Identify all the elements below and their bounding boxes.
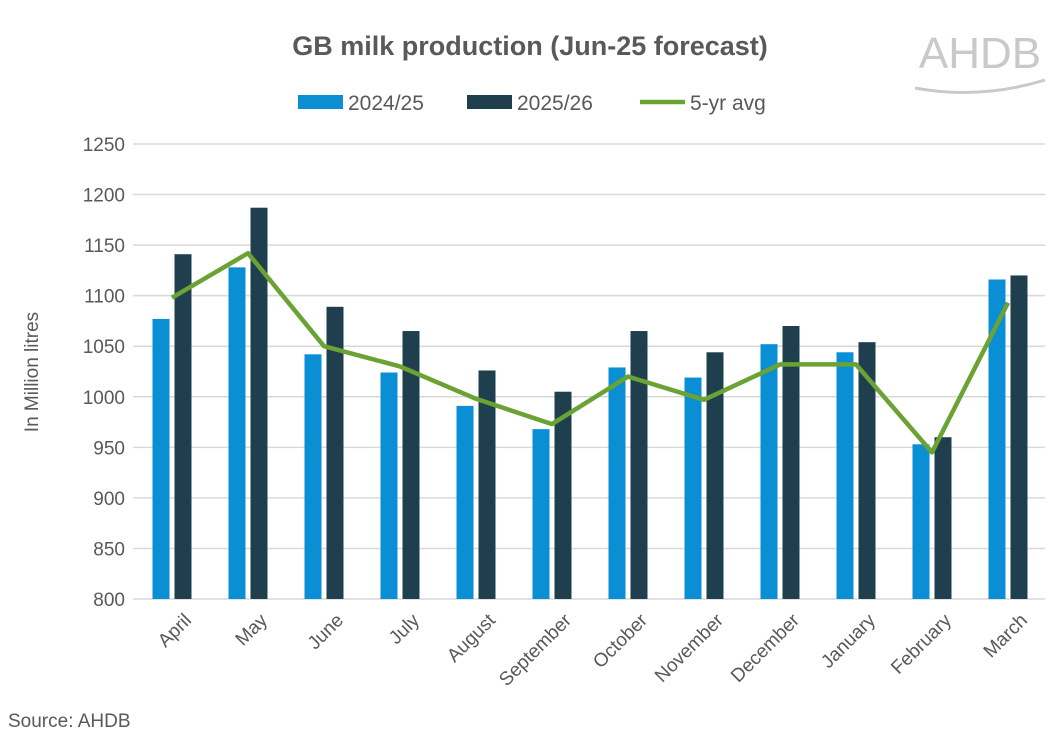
x-tick-label: December xyxy=(727,610,804,687)
legend-swatch xyxy=(467,95,512,109)
y-tick-label: 900 xyxy=(93,489,125,510)
bar-2025/26-September xyxy=(554,391,572,599)
bar-2024/25-November xyxy=(684,377,702,599)
x-tick-label: October xyxy=(589,610,652,673)
bar-2024/25-August xyxy=(456,405,474,599)
y-tick-label: 850 xyxy=(93,539,125,560)
bar-2024/25-April xyxy=(152,318,170,599)
y-tick-label: 1200 xyxy=(83,186,125,207)
x-tick-label: September xyxy=(495,610,576,691)
x-tick-label: June xyxy=(304,610,348,654)
bar-2025/26-February xyxy=(934,437,952,599)
y-tick-label: 1250 xyxy=(83,135,125,156)
x-tick-label: May xyxy=(232,610,273,651)
bar-2025/26-November xyxy=(706,352,724,599)
y-tick-label: 950 xyxy=(93,438,125,459)
bar-2024/25-January xyxy=(836,352,854,599)
source-note: Source: AHDB xyxy=(8,711,131,732)
y-tick-label: 1150 xyxy=(84,236,125,257)
bar-2025/26-July xyxy=(402,331,420,599)
legend-label: 2024/25 xyxy=(348,92,424,115)
legend-label: 2025/26 xyxy=(517,92,593,115)
bar-2024/25-October xyxy=(608,367,626,599)
ahdb-logo: AHDB xyxy=(919,29,1041,78)
x-tick-label: January xyxy=(817,610,880,673)
chart-title: GB milk production (Jun-25 forecast) xyxy=(292,31,768,61)
bar-2024/25-May xyxy=(228,267,246,599)
bar-2025/26-June xyxy=(326,306,344,599)
bar-2024/25-June xyxy=(304,354,322,599)
x-tick-label: April xyxy=(154,610,196,652)
x-tick-label: March xyxy=(980,610,1032,662)
y-tick-label: 1050 xyxy=(83,337,125,358)
bar-2024/25-September xyxy=(532,429,550,599)
bar-2025/26-October xyxy=(630,331,648,599)
y-tick-label: 1100 xyxy=(84,287,125,308)
legend-label: 5-yr avg xyxy=(690,92,766,115)
bar-2025/26-March xyxy=(1010,275,1028,599)
bar-2024/25-July xyxy=(380,372,398,599)
y-tick-label: 1000 xyxy=(83,388,125,409)
bar-2025/26-December xyxy=(782,326,800,599)
legend-swatch xyxy=(298,95,343,109)
bar-2024/25-March xyxy=(988,279,1006,599)
x-tick-label: February xyxy=(887,610,956,679)
bar-2025/26-January xyxy=(858,342,876,599)
bar-2025/26-April xyxy=(174,254,192,599)
y-tick-label: 800 xyxy=(93,590,125,611)
x-tick-label: August xyxy=(443,610,500,667)
bar-2025/26-August xyxy=(478,370,496,599)
ahdb-logo-swoosh xyxy=(914,78,1046,94)
legend: 2024/25 2025/26 5-yr avg xyxy=(298,92,766,115)
bar-2024/25-December xyxy=(760,344,778,599)
y-axis-label: In Million litres xyxy=(22,312,43,432)
bar-2025/26-May xyxy=(250,207,268,599)
bar-2024/25-February xyxy=(912,444,930,599)
x-tick-label: July xyxy=(385,610,424,649)
line-5yr-avg xyxy=(170,250,1011,455)
x-tick-label: November xyxy=(651,610,728,687)
